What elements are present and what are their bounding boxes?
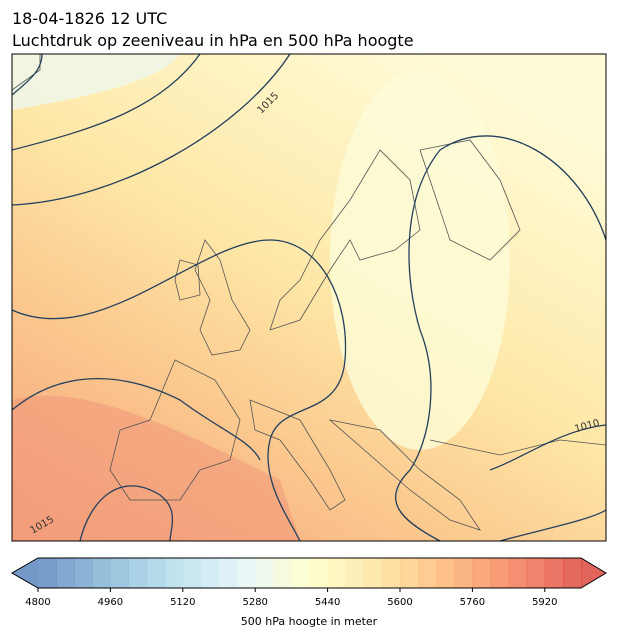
colorbar-tick-label: 5760: [460, 597, 485, 608]
colorbar-bin: [526, 558, 546, 588]
colorbar-bin: [490, 558, 510, 588]
title: 18-04-1826 12 UTC: [12, 9, 167, 28]
colorbar-tick-label: 5600: [387, 597, 412, 608]
colorbar-bin: [381, 558, 401, 588]
colorbar-bin: [327, 558, 347, 588]
colorbar-bin: [418, 558, 437, 588]
colorbar-bin: [56, 558, 75, 588]
colorbar-bin: [291, 558, 310, 588]
high-field: [330, 70, 510, 450]
colorbar-bin: [146, 558, 166, 588]
colorbar-bin: [544, 558, 564, 588]
low-field: [12, 54, 180, 110]
warm-field: [12, 395, 300, 541]
colorbar-bin: [562, 558, 582, 588]
colorbar-bin: [128, 558, 148, 588]
colorbar-bin: [255, 558, 274, 588]
colorbar-bin: [219, 558, 238, 588]
colorbar-bin: [454, 558, 473, 588]
colorbar-bin: [472, 558, 491, 588]
colorbar-tick-label: 4800: [25, 597, 50, 608]
colorbar-bin: [237, 558, 256, 588]
colorbar-tick-label: 5280: [242, 597, 267, 608]
colorbar-extend-low: [12, 558, 38, 588]
colorbar-label: 500 hPa hoogte in meter: [241, 615, 378, 628]
colorbar-extend-high: [581, 558, 606, 588]
colorbar-bin: [110, 558, 129, 588]
subtitle: Luchtdruk op zeeniveau in hPa en 500 hPa…: [12, 31, 414, 50]
colorbar-bin: [363, 558, 383, 588]
colorbar-bin: [74, 558, 93, 588]
colorbar-bin: [508, 558, 528, 588]
colorbar-bin: [273, 558, 292, 588]
colorbar-bin: [164, 558, 184, 588]
colorbar-bin: [345, 558, 365, 588]
colorbar-bin: [309, 558, 329, 588]
map-frame: [11, 53, 607, 542]
colorbar-bin: [92, 558, 111, 588]
colorbar-tick-label: 5440: [315, 597, 340, 608]
isobars: [12, 54, 606, 541]
colorbar-tick-label: 5120: [170, 597, 195, 608]
colorbar-bin: [400, 558, 419, 588]
colorbar-bin: [38, 558, 57, 588]
coastlines: [12, 54, 606, 531]
colorbar-outline: [10, 557, 607, 589]
colorbar-bin: [200, 558, 220, 588]
colorbar-tick-label: 4960: [98, 597, 123, 608]
colorbar-bin: [182, 558, 202, 588]
colorbar: 4800 4960 5120 5280 5440 5600 5760 5920 500 hPa …: [10, 557, 607, 628]
colorbar-tick-label: 5920: [532, 597, 557, 608]
colorbar-bin: [436, 558, 455, 588]
